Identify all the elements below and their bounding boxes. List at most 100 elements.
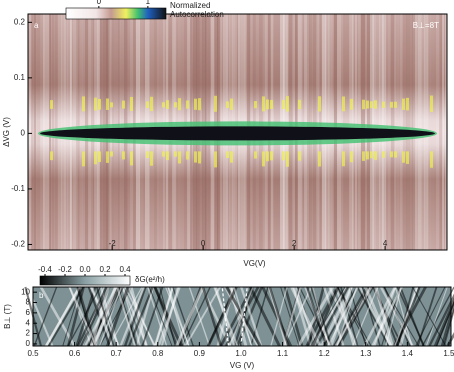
texture-line <box>184 286 221 347</box>
yellow-streak <box>282 151 285 161</box>
texture-line <box>67 286 101 347</box>
yellow-streak <box>270 100 273 109</box>
yellow-streak <box>262 151 265 167</box>
yellow-streak <box>406 151 409 164</box>
texture-stripe <box>436 14 441 250</box>
texture-line <box>159 286 176 347</box>
yellow-streak <box>254 151 257 159</box>
yellow-streak <box>382 151 385 158</box>
y-tick-label: 0 <box>26 339 31 348</box>
panel-label: b <box>39 291 44 300</box>
texture-line <box>364 286 393 347</box>
texture-line <box>443 307 454 347</box>
x-tick-label: 1.5 <box>443 349 454 358</box>
y-tick-label: 0.2 <box>14 17 26 26</box>
yellow-streak <box>230 151 233 163</box>
texture-line <box>240 286 263 347</box>
texture-line <box>175 286 205 347</box>
yellow-streak <box>162 151 165 157</box>
colorbar-tick-label: -0.2 <box>58 265 72 274</box>
y-tick-label: 8 <box>26 298 31 307</box>
texture-line <box>123 286 147 347</box>
yellow-streak <box>266 99 269 110</box>
yellow-streak <box>98 151 101 162</box>
yellow-streak <box>226 101 229 109</box>
yellow-streak <box>318 96 321 112</box>
yellow-streak <box>270 151 273 161</box>
yellow-streak <box>362 151 365 161</box>
x-tick-label: -2 <box>109 239 117 248</box>
texture-line <box>116 286 136 347</box>
yellow-streak <box>106 98 109 110</box>
texture-line <box>415 286 446 347</box>
y-tick-label: -0.1 <box>11 184 25 193</box>
colorbar <box>65 7 167 20</box>
texture-line <box>206 286 238 347</box>
yellow-streak <box>174 102 177 108</box>
yellow-streak <box>318 151 321 167</box>
yellow-streak <box>350 151 353 163</box>
yellow-streak <box>266 151 269 162</box>
yellow-streak <box>94 151 97 165</box>
texture-line <box>76 286 108 347</box>
yellow-streak <box>430 95 433 112</box>
yellow-streak <box>254 101 257 109</box>
texture-line <box>47 286 85 347</box>
yellow-streak <box>350 98 353 110</box>
yellow-streak <box>298 151 301 161</box>
yellow-streak <box>390 151 393 158</box>
yellow-streak <box>382 101 385 108</box>
yellow-streak <box>362 99 365 110</box>
texture-stripe <box>31 14 34 250</box>
texture-line <box>306 286 328 347</box>
colorbar-tick-label: 0.4 <box>119 265 131 274</box>
yellow-streak <box>186 100 189 109</box>
y-tick-label: -0.2 <box>11 240 25 249</box>
texture-line <box>201 286 223 347</box>
x-tick-label: 0.6 <box>69 349 81 358</box>
yellow-streak <box>298 99 301 110</box>
x-tick-label: 1.2 <box>319 349 331 358</box>
yellow-streak <box>130 151 133 166</box>
x-tick-label: 4 <box>383 239 388 248</box>
x-tick-label: 0.7 <box>111 349 123 358</box>
texture-stripe <box>439 14 443 250</box>
yellow-streak <box>198 151 201 164</box>
yellow-streak <box>374 100 377 109</box>
colorbar-tick-label: 1 <box>146 0 151 6</box>
yellow-streak <box>82 151 85 167</box>
x-axis-label: VG (V) <box>230 361 255 370</box>
colorbar-tick-label: -0.4 <box>38 265 52 274</box>
center-band <box>40 126 435 141</box>
yellow-streak <box>286 96 289 112</box>
texture-line <box>352 286 379 347</box>
texture-line <box>141 286 164 347</box>
x-tick-label: 1.1 <box>277 349 289 358</box>
yellow-streak <box>406 97 409 111</box>
yellow-streak <box>94 97 97 111</box>
colorbar <box>39 275 131 286</box>
yellow-streak <box>162 102 165 108</box>
x-tick-label: 0.8 <box>152 349 164 358</box>
texture-line <box>148 286 173 347</box>
yellow-streak <box>366 100 369 109</box>
texture-line <box>337 286 374 347</box>
yellow-streak <box>130 96 133 112</box>
texture-stripe <box>34 14 37 250</box>
texture-line <box>26 286 54 347</box>
y-tick-label: 0.1 <box>14 73 26 82</box>
x-tick-label: 2 <box>292 239 297 248</box>
texture-line <box>290 286 322 347</box>
colorbar-label: δG(e²/h) <box>135 275 165 284</box>
texture-line <box>39 286 76 347</box>
texture-line <box>283 286 304 347</box>
texture-line <box>160 286 179 347</box>
texture-line <box>188 286 211 347</box>
yellow-streak <box>50 100 53 109</box>
texture-line <box>337 286 370 347</box>
yellow-streak <box>50 151 53 161</box>
yellow-streak <box>282 100 285 109</box>
yellow-streak <box>178 151 181 164</box>
texture-line <box>99 286 122 347</box>
